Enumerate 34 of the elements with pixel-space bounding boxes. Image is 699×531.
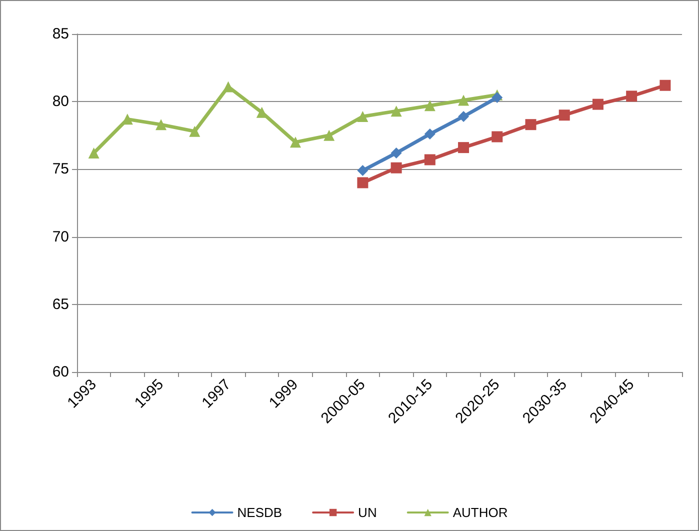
- point: [357, 110, 368, 122]
- point: [390, 106, 402, 117]
- y-tick-label: 80: [52, 93, 69, 110]
- point: [458, 110, 470, 122]
- point: [458, 94, 470, 106]
- point: [357, 177, 368, 188]
- point: [492, 131, 503, 142]
- point: [156, 119, 167, 130]
- legend-label: AUTHOR: [452, 505, 508, 520]
- point: [357, 165, 368, 176]
- point: [592, 98, 604, 110]
- point: [492, 92, 503, 104]
- y-tick-label: 75: [52, 160, 69, 178]
- point: [458, 142, 470, 154]
- point: [390, 162, 402, 174]
- y-tick-label: 60: [52, 364, 69, 380]
- point: [424, 128, 436, 140]
- y-tick-label: 65: [52, 296, 69, 313]
- point: [88, 147, 100, 158]
- legend-label: NESDB: [237, 505, 282, 520]
- point: [626, 90, 638, 102]
- point: [390, 147, 402, 158]
- y-tick-label: 70: [52, 228, 69, 246]
- point: [290, 136, 301, 148]
- point: [424, 154, 436, 166]
- point: [324, 130, 335, 141]
- legend-label: UN: [358, 505, 377, 520]
- point: [222, 81, 234, 92]
- y-tick-label: 85: [52, 26, 69, 42]
- point: [525, 119, 536, 130]
- point: [189, 126, 200, 137]
- point: [660, 80, 671, 91]
- point: [424, 100, 436, 112]
- point: [558, 110, 570, 121]
